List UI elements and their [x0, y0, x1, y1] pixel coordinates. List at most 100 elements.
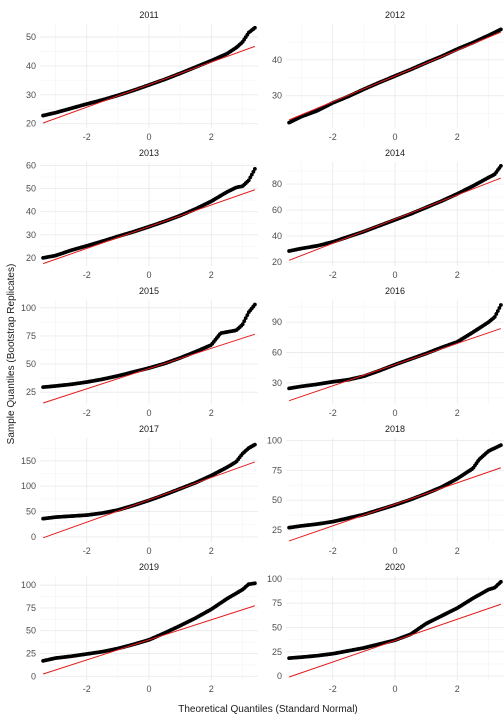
x-tick-label: 2: [209, 408, 214, 418]
qq-point: [252, 302, 257, 307]
qq-point: [251, 169, 256, 174]
y-tick-label: 50: [26, 32, 36, 42]
qq-points: [287, 579, 503, 661]
reference-line: [288, 177, 502, 261]
y-tick-label: 90: [272, 317, 282, 327]
panel-title: 2018: [385, 424, 405, 434]
panel-title: 2020: [385, 562, 405, 572]
y-tick-label: 50: [272, 495, 282, 505]
y-tick-label: 0: [277, 671, 282, 681]
x-tick-label: 2: [209, 132, 214, 142]
x-tick-label: 2: [209, 270, 214, 280]
x-tick-label: 0: [146, 132, 151, 142]
qq-point: [252, 167, 257, 171]
y-tick-label: 100: [21, 481, 36, 491]
qq-point: [498, 443, 503, 448]
qq-point: [252, 442, 257, 447]
panel-2012: 2012 -2 0 2 30 40: [272, 10, 504, 142]
x-tick-label: 0: [392, 270, 397, 280]
x-tick-label: -2: [83, 408, 91, 418]
reference-line: [42, 189, 256, 265]
x-tick-label: -2: [83, 132, 91, 142]
x-tick-label: 0: [146, 546, 151, 556]
y-tick-label: 40: [272, 55, 282, 65]
y-tick-label: 60: [272, 205, 282, 215]
y-tick-label: 20: [26, 253, 36, 263]
y-tick-label: 40: [26, 61, 36, 71]
panel-title: 2017: [139, 424, 159, 434]
panel-2011: 2011 -2 0 2 20 30 40 50: [26, 10, 258, 142]
qq-point: [498, 164, 503, 168]
y-tick-label: 40: [272, 231, 282, 241]
y-tick-label: 50: [272, 623, 282, 633]
x-axis-label: Theoretical Quantiles (Standard Normal): [178, 704, 358, 715]
qq-points: [41, 302, 257, 390]
y-tick-label: 0: [31, 671, 36, 681]
x-tick-label: -2: [329, 408, 337, 418]
x-tick-label: 2: [455, 132, 460, 142]
reference-line: [288, 467, 502, 542]
y-tick-label: 75: [26, 331, 36, 341]
reference-line: [42, 45, 256, 124]
panel-title: 2013: [139, 148, 159, 158]
y-tick-label: 20: [26, 119, 36, 129]
qq-points: [287, 164, 503, 253]
x-tick-label: -2: [83, 270, 91, 280]
panel-title: 2015: [139, 286, 159, 296]
x-tick-label: -2: [329, 132, 337, 142]
y-tick-label: 30: [272, 378, 282, 388]
x-tick-label: 0: [392, 684, 397, 694]
x-tick-label: -2: [83, 546, 91, 556]
y-tick-label: 80: [272, 179, 282, 189]
panel-2020: 2020 -2 0 2 0 25 50 75 100: [267, 562, 504, 694]
qq-point: [494, 312, 499, 316]
qq-point: [492, 315, 497, 319]
x-tick-label: 2: [455, 546, 460, 556]
x-tick-label: -2: [329, 270, 337, 280]
x-tick-label: 0: [146, 684, 151, 694]
y-tick-label: 100: [267, 435, 282, 445]
panel-2014: 2014 -2 0 2 20 40 60 80: [272, 148, 504, 280]
y-tick-label: 25: [272, 525, 282, 535]
qq-point: [248, 175, 253, 180]
y-tick-label: 25: [272, 647, 282, 657]
panel-title: 2011: [139, 10, 158, 20]
y-tick-label: 100: [267, 574, 282, 584]
x-tick-label: -2: [83, 684, 91, 694]
panel-title: 2014: [385, 148, 405, 158]
reference-line: [288, 603, 502, 678]
qq-point: [245, 313, 250, 318]
qq-points: [287, 443, 503, 530]
y-tick-label: 30: [26, 90, 36, 100]
x-tick-label: 2: [209, 684, 214, 694]
qq-points: [41, 167, 257, 260]
x-tick-label: -2: [329, 684, 337, 694]
panel-2016: 2016 -2 0 2 30 60 90: [272, 286, 504, 418]
y-tick-label: 75: [272, 465, 282, 475]
x-tick-label: 0: [146, 270, 151, 280]
qq-point: [240, 322, 245, 327]
qq-point: [497, 306, 502, 310]
y-tick-label: 100: [21, 580, 36, 590]
x-tick-label: 2: [455, 270, 460, 280]
qq-point: [246, 178, 251, 183]
y-tick-label: 50: [26, 184, 36, 194]
panel-2015: 2015 -2 0 2 25 50 75 100: [21, 286, 258, 418]
qq-point: [498, 303, 503, 307]
y-tick-label: 0: [31, 532, 36, 542]
y-tick-label: 75: [26, 603, 36, 613]
reference-line: [42, 333, 256, 404]
y-tick-label: 30: [272, 91, 282, 101]
qq-point: [498, 27, 503, 32]
y-tick-label: 150: [21, 456, 36, 466]
x-tick-label: 0: [392, 132, 397, 142]
x-tick-label: 2: [455, 408, 460, 418]
x-tick-label: -2: [329, 546, 337, 556]
panel-2017: 2017 -2 0 2 0 50 100 150: [21, 424, 258, 556]
qq-point: [498, 579, 503, 584]
y-tick-label: 60: [26, 160, 36, 170]
x-tick-label: 0: [392, 408, 397, 418]
panel-title: 2012: [385, 10, 405, 20]
